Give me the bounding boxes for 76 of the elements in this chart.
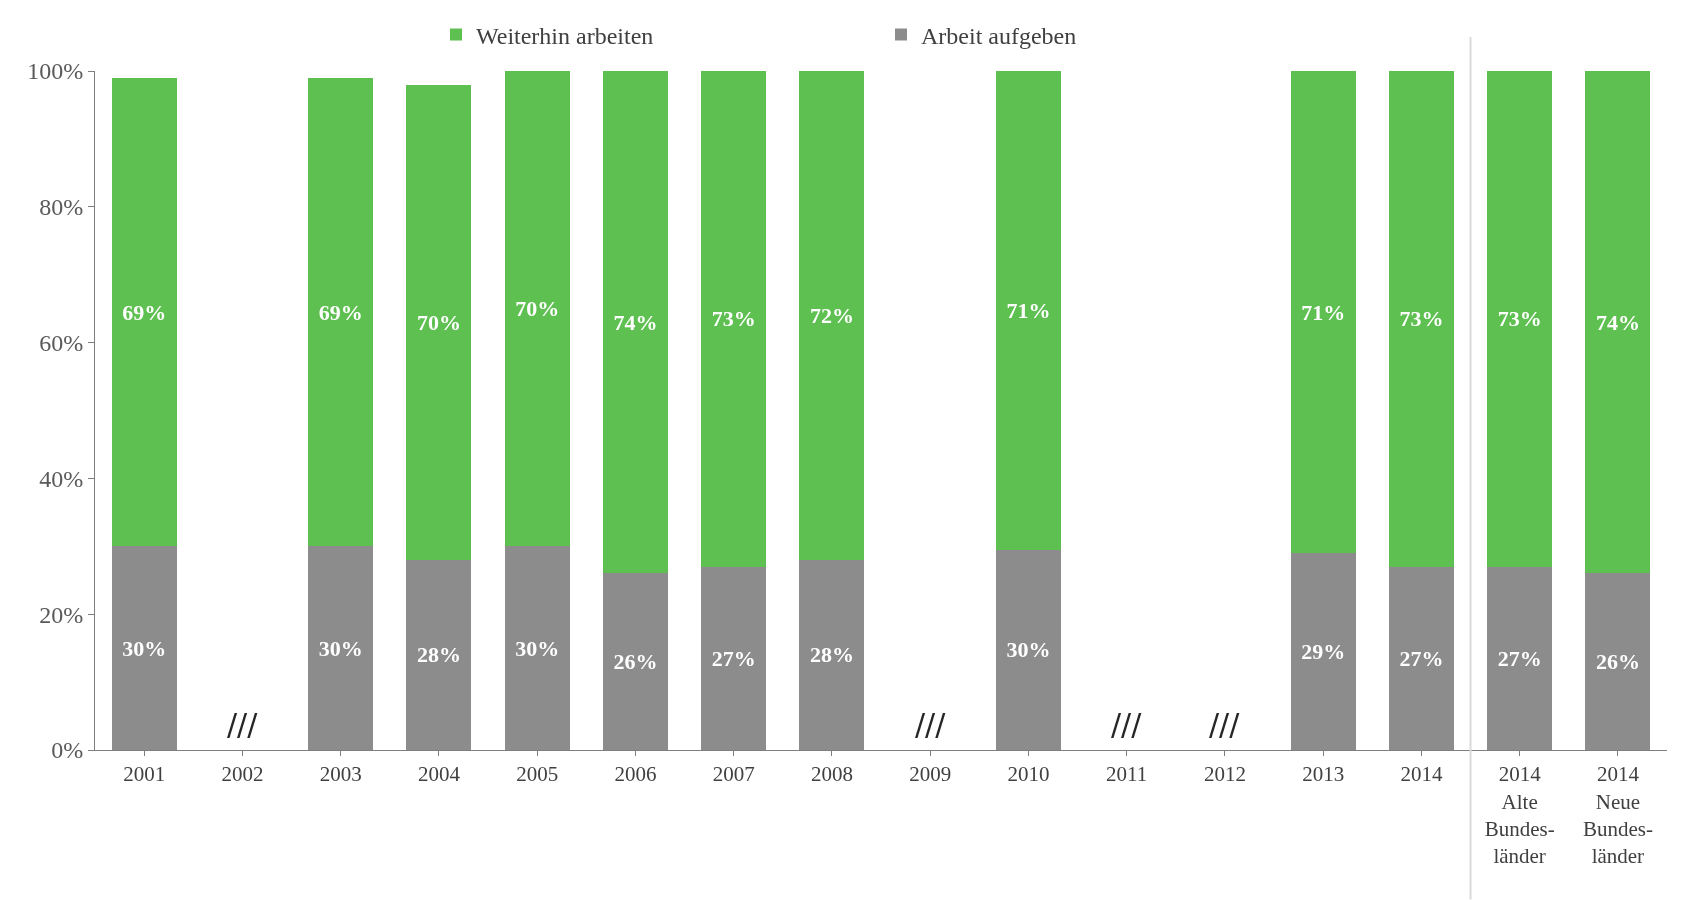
x-tick-label: 2010 bbox=[1007, 762, 1050, 787]
data-label: 69% bbox=[122, 299, 167, 325]
y-tick-label: 40% bbox=[39, 465, 84, 492]
bar bbox=[602, 71, 668, 574]
bar bbox=[308, 77, 374, 547]
x-tick-label: 2014 bbox=[1400, 762, 1443, 787]
data-label: 26% bbox=[1595, 649, 1640, 675]
data-label: 28% bbox=[809, 642, 854, 668]
x-tick-label: 2002 bbox=[221, 762, 264, 787]
bar bbox=[1290, 553, 1356, 750]
annotation: /// bbox=[1209, 707, 1241, 742]
data-label: 72% bbox=[809, 302, 854, 328]
data-label: 28% bbox=[416, 642, 461, 668]
x-tick-label: 2014 Alte Bundes- länder bbox=[1484, 762, 1555, 869]
bar bbox=[111, 77, 177, 547]
annotation: /// bbox=[227, 707, 259, 742]
x-tick-label: 2011 bbox=[1106, 762, 1148, 787]
bar bbox=[1487, 566, 1553, 750]
bar bbox=[799, 559, 865, 750]
y-tick-label: 100% bbox=[27, 58, 84, 85]
x-tick-label: 2014 Neue Bundes- länder bbox=[1582, 762, 1653, 869]
data-label: 70% bbox=[416, 309, 461, 335]
data-label: 73% bbox=[711, 306, 756, 332]
data-label: 71% bbox=[1301, 299, 1346, 325]
data-label: 69% bbox=[318, 299, 363, 325]
data-label: 30% bbox=[515, 635, 560, 661]
data-label: 71% bbox=[1006, 297, 1051, 323]
bar bbox=[701, 566, 767, 750]
bar bbox=[701, 71, 767, 567]
data-label: 74% bbox=[1595, 309, 1640, 335]
data-label: 30% bbox=[318, 635, 363, 661]
x-tick-label: 2007 bbox=[712, 762, 755, 787]
bar bbox=[504, 546, 570, 750]
bar bbox=[504, 71, 570, 547]
data-label: 27% bbox=[711, 645, 756, 671]
x-tick-label: 2009 bbox=[909, 762, 952, 787]
bar bbox=[602, 573, 668, 750]
bar bbox=[406, 559, 472, 750]
x-tick-label: 2001 bbox=[123, 762, 166, 787]
bar bbox=[1585, 71, 1651, 574]
data-label: 74% bbox=[613, 309, 658, 335]
data-label: 30% bbox=[122, 635, 167, 661]
x-tick-label: 2003 bbox=[319, 762, 362, 787]
y-tick-label: 60% bbox=[39, 330, 84, 356]
data-label: 30% bbox=[1006, 637, 1051, 663]
legend-label: Weiterhin arbeiten bbox=[476, 22, 654, 49]
legend-label: Arbeit aufgeben bbox=[921, 22, 1077, 49]
data-label: 73% bbox=[1399, 306, 1444, 332]
data-label: 26% bbox=[613, 649, 658, 675]
y-tick-label: 0% bbox=[51, 737, 84, 764]
data-label: 70% bbox=[515, 296, 560, 322]
data-label: 73% bbox=[1497, 306, 1542, 332]
bar bbox=[1388, 566, 1454, 750]
y-tick-label: 20% bbox=[39, 601, 84, 628]
x-tick-label: 2012 bbox=[1203, 762, 1246, 787]
data-label: 29% bbox=[1301, 639, 1346, 665]
y-tick-label: 80% bbox=[39, 194, 84, 221]
annotation: /// bbox=[1111, 707, 1143, 742]
bar bbox=[1290, 71, 1356, 554]
x-tick-label: 2008 bbox=[810, 762, 853, 787]
x-tick-label: 2005 bbox=[516, 762, 559, 787]
bar bbox=[111, 546, 177, 750]
bar bbox=[1585, 573, 1651, 750]
bar bbox=[1388, 71, 1454, 567]
bar bbox=[406, 84, 472, 560]
annotation: /// bbox=[915, 707, 947, 742]
x-tick-label: 2004 bbox=[417, 762, 461, 787]
x-tick-label: 2006 bbox=[614, 762, 657, 787]
bar bbox=[995, 71, 1061, 550]
bar bbox=[995, 549, 1061, 750]
data-label: 27% bbox=[1497, 645, 1542, 671]
data-label: 27% bbox=[1399, 645, 1444, 671]
bar bbox=[799, 71, 865, 560]
x-tick-label: 2013 bbox=[1302, 762, 1345, 787]
bar bbox=[308, 546, 374, 750]
bar bbox=[1487, 71, 1553, 567]
